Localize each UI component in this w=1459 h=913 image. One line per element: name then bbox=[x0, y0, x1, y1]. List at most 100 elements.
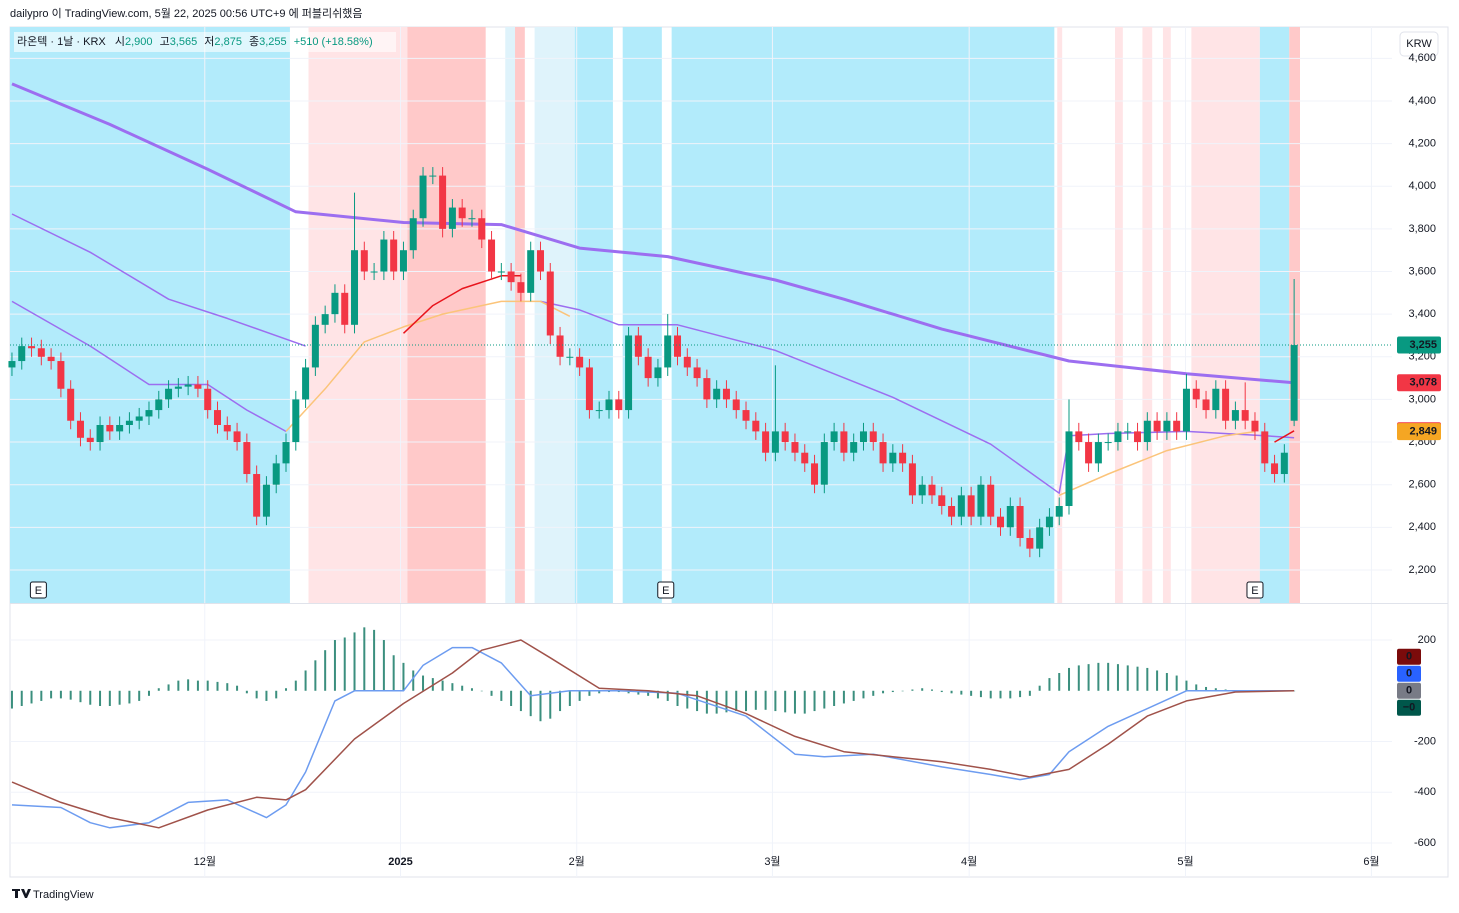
y-tick-label: 200 bbox=[1418, 634, 1436, 646]
y-tick-label: 3,400 bbox=[1408, 308, 1436, 320]
y-tick-label: 2,400 bbox=[1408, 521, 1436, 533]
histogram-bar bbox=[167, 684, 170, 691]
x-tick-label: 3월 bbox=[764, 855, 780, 868]
candle-body bbox=[556, 335, 564, 357]
histogram-bar bbox=[422, 675, 425, 691]
histogram-bar bbox=[226, 683, 229, 691]
symbol: 라온텍 · 1날 · KRX bbox=[17, 35, 106, 48]
candle-body bbox=[311, 324, 319, 368]
candle-body bbox=[302, 367, 310, 400]
histogram-bar bbox=[784, 690, 787, 713]
histogram-bar bbox=[1048, 678, 1051, 691]
candle-body bbox=[869, 431, 877, 443]
histogram-bar bbox=[921, 688, 924, 691]
ohlc-label: 시 bbox=[115, 36, 125, 48]
candle-body bbox=[1124, 431, 1132, 433]
candle-body bbox=[527, 250, 535, 293]
currency-button[interactable] bbox=[1399, 31, 1439, 57]
histogram-bar bbox=[578, 690, 581, 701]
ohlc-value: 3,565 bbox=[170, 36, 198, 48]
candle-body bbox=[752, 420, 760, 432]
candle-body bbox=[1143, 420, 1151, 443]
histogram-bar bbox=[363, 627, 366, 691]
histogram-bar bbox=[500, 690, 503, 701]
histogram-bar bbox=[1165, 673, 1168, 691]
candle-body bbox=[732, 399, 740, 411]
histogram-bar bbox=[1087, 664, 1090, 691]
candle-body bbox=[1231, 410, 1239, 421]
candle-body bbox=[713, 388, 721, 400]
candle-body bbox=[1006, 506, 1014, 528]
histogram-bar bbox=[177, 680, 180, 691]
histogram-bar bbox=[872, 690, 875, 696]
histogram-bar bbox=[1009, 690, 1012, 699]
signal-band bbox=[407, 27, 486, 603]
candle-body bbox=[908, 463, 916, 496]
event-label: E bbox=[1251, 585, 1258, 597]
candle-body bbox=[155, 399, 163, 411]
histogram-bar bbox=[1058, 673, 1061, 691]
candle-body bbox=[76, 420, 84, 438]
axis: 12월 2025 2월 3월 4월 5월 6월2,2002,4002,6002,8003,0… bbox=[194, 52, 1441, 868]
candle-body bbox=[546, 271, 554, 336]
histogram-bar bbox=[294, 680, 297, 691]
ohlc-value: 2,900 bbox=[125, 36, 153, 48]
legend-bg bbox=[14, 32, 396, 52]
histogram-bar bbox=[999, 690, 1002, 699]
candle-body bbox=[448, 207, 456, 229]
histogram-bar bbox=[216, 681, 219, 691]
histogram-bar bbox=[970, 690, 973, 696]
ohlc-label: 고 bbox=[160, 36, 170, 48]
candle-body bbox=[1085, 442, 1093, 464]
y-tick-label: 2,200 bbox=[1408, 564, 1436, 576]
histogram-bar bbox=[1019, 690, 1022, 698]
footer: TradingView bbox=[33, 889, 94, 901]
histogram-bar bbox=[1077, 665, 1080, 691]
candle-body bbox=[204, 388, 212, 411]
candle-body bbox=[390, 239, 398, 272]
histogram-bar bbox=[666, 690, 669, 701]
candle-body bbox=[517, 282, 525, 293]
change: +510 (+18.58%) bbox=[294, 36, 373, 48]
price-badge-label: 3,078 bbox=[1409, 377, 1437, 389]
candle-body bbox=[1251, 420, 1259, 432]
histogram-bar bbox=[764, 690, 767, 710]
y-tick-label: 3,600 bbox=[1408, 265, 1436, 277]
candle-body bbox=[781, 431, 789, 443]
candle-body bbox=[1290, 345, 1298, 421]
y-tick-label: 4,200 bbox=[1408, 138, 1436, 150]
y-tick-label: -200 bbox=[1414, 735, 1436, 747]
candle-body bbox=[1212, 388, 1220, 411]
candle-body bbox=[488, 239, 496, 272]
candle-body bbox=[703, 378, 711, 400]
signal-band bbox=[1162, 27, 1171, 603]
histogram-bar bbox=[1068, 667, 1071, 691]
candle-body bbox=[106, 424, 114, 432]
signal-band bbox=[1191, 27, 1260, 603]
candle-body bbox=[1065, 431, 1073, 507]
histogram-bar bbox=[1156, 670, 1159, 691]
histogram-bar bbox=[118, 690, 121, 705]
histogram-bar bbox=[50, 690, 53, 699]
histogram-bar bbox=[735, 690, 738, 712]
histogram-bar bbox=[490, 690, 493, 696]
histogram-bar bbox=[79, 690, 82, 703]
histogram-bar bbox=[842, 690, 845, 704]
indicator-line bbox=[11, 639, 1295, 829]
signal-band bbox=[1259, 27, 1290, 603]
macd-badge-label: 0 bbox=[1406, 651, 1412, 663]
currency[interactable]: KRW bbox=[1406, 38, 1432, 50]
candle-body bbox=[351, 250, 359, 325]
candle-body bbox=[272, 463, 280, 485]
macd-badge-label: 0 bbox=[1406, 668, 1412, 680]
candle-body bbox=[1094, 442, 1102, 464]
bands bbox=[10, 27, 1300, 603]
candle-body bbox=[145, 410, 153, 417]
macd-badge bbox=[1397, 665, 1421, 682]
y-tick-label: 4,400 bbox=[1408, 95, 1436, 107]
candle-body bbox=[1016, 506, 1024, 538]
candle-body bbox=[1026, 537, 1034, 549]
candle-body bbox=[625, 335, 633, 411]
x-tick-label: 6월 bbox=[1363, 855, 1379, 868]
